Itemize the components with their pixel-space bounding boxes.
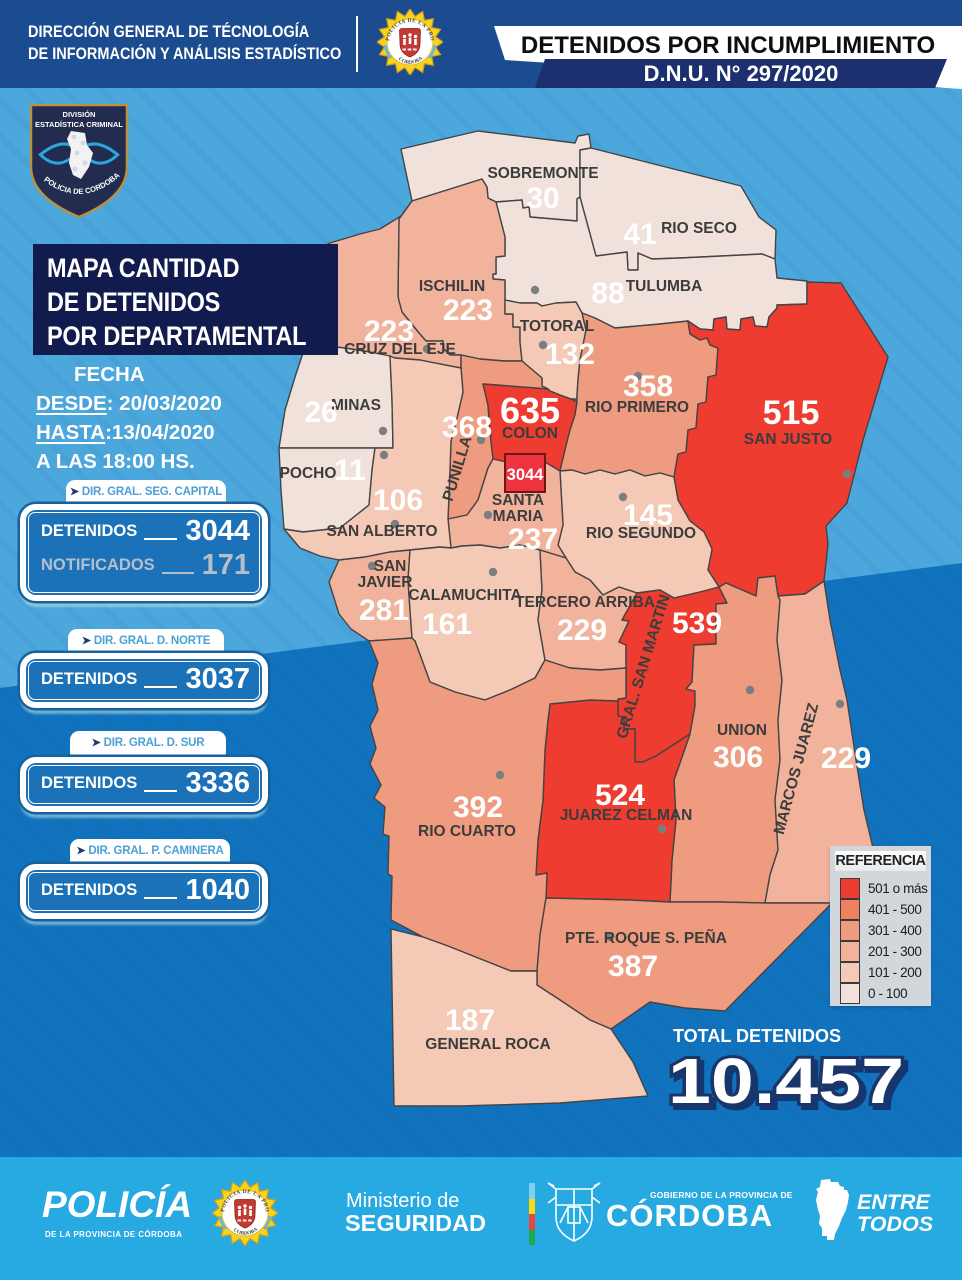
svg-text:TOTORAL: TOTORAL (520, 318, 594, 335)
svg-text:387: 387 (608, 950, 658, 983)
svg-text:11: 11 (334, 454, 366, 487)
svg-text:SOBREMONTE: SOBREMONTE (487, 165, 598, 182)
svg-text:281: 281 (359, 594, 409, 627)
svg-text:223: 223 (364, 315, 414, 348)
svg-text:26: 26 (304, 396, 337, 429)
svg-text:368: 368 (442, 411, 492, 444)
svg-text:DIVISIÓN: DIVISIÓN (63, 110, 96, 119)
svg-text:SAN ALBERTO: SAN ALBERTO (326, 523, 437, 540)
svg-text:RIO SEGUNDO: RIO SEGUNDO (586, 525, 696, 542)
svg-text:306: 306 (713, 741, 763, 774)
svg-text:SAN: SAN (374, 558, 407, 575)
svg-text:POCHO: POCHO (280, 465, 337, 482)
svg-text:TULUMBA: TULUMBA (626, 278, 703, 295)
svg-text:41: 41 (623, 218, 656, 251)
svg-text:10.457: 10.457 (668, 1045, 904, 1117)
svg-text:JUAREZ CELMAN: JUAREZ CELMAN (560, 807, 693, 824)
svg-text:635: 635 (500, 390, 560, 431)
svg-text:RIO CUARTO: RIO CUARTO (418, 823, 516, 840)
svg-text:358: 358 (623, 370, 673, 403)
svg-text:PTE. ROQUE S. PEÑA: PTE. ROQUE S. PEÑA (565, 929, 727, 947)
svg-text:ISCHILIN: ISCHILIN (419, 278, 485, 295)
svg-text:COLON: COLON (502, 425, 558, 442)
svg-text:539: 539 (672, 607, 722, 640)
svg-text:229: 229 (821, 742, 871, 775)
svg-text:524: 524 (595, 779, 645, 812)
svg-text:223: 223 (443, 294, 493, 327)
svg-text:CORDOBA: CORDOBA (397, 55, 424, 65)
svg-text:UNION: UNION (717, 722, 767, 739)
svg-text:515: 515 (763, 394, 820, 432)
svg-text:SAN JUSTO: SAN JUSTO (744, 431, 832, 448)
svg-text:RIO PRIMERO: RIO PRIMERO (585, 399, 689, 416)
svg-text:161: 161 (422, 608, 472, 641)
svg-text:132: 132 (545, 338, 595, 371)
svg-text:3044: 3044 (507, 466, 545, 484)
svg-text:SANTA: SANTA (492, 492, 544, 509)
svg-text:RIO SECO: RIO SECO (661, 220, 737, 237)
svg-text:187: 187 (445, 1004, 495, 1037)
svg-text:MARIA: MARIA (493, 508, 544, 525)
svg-text:392: 392 (453, 791, 503, 824)
svg-text:JAVIER: JAVIER (358, 574, 413, 591)
svg-text:CORDOBA: CORDOBA (232, 1226, 259, 1236)
svg-text:88: 88 (591, 277, 624, 310)
svg-text:CALAMUCHITA: CALAMUCHITA (408, 587, 521, 604)
svg-text:229: 229 (557, 614, 607, 647)
svg-text:237: 237 (508, 523, 558, 556)
svg-text:MINAS: MINAS (331, 397, 381, 414)
svg-text:30: 30 (526, 182, 559, 215)
svg-text:106: 106 (373, 484, 423, 517)
svg-text:ESTADÍSTICA CRIMINAL: ESTADÍSTICA CRIMINAL (35, 120, 123, 129)
svg-text:GENERAL ROCA: GENERAL ROCA (425, 1036, 550, 1053)
svg-text:CRUZ DEL EJE: CRUZ DEL EJE (344, 341, 456, 358)
svg-text:145: 145 (623, 499, 673, 532)
svg-text:TERCERO ARRIBA: TERCERO ARRIBA (515, 594, 655, 611)
